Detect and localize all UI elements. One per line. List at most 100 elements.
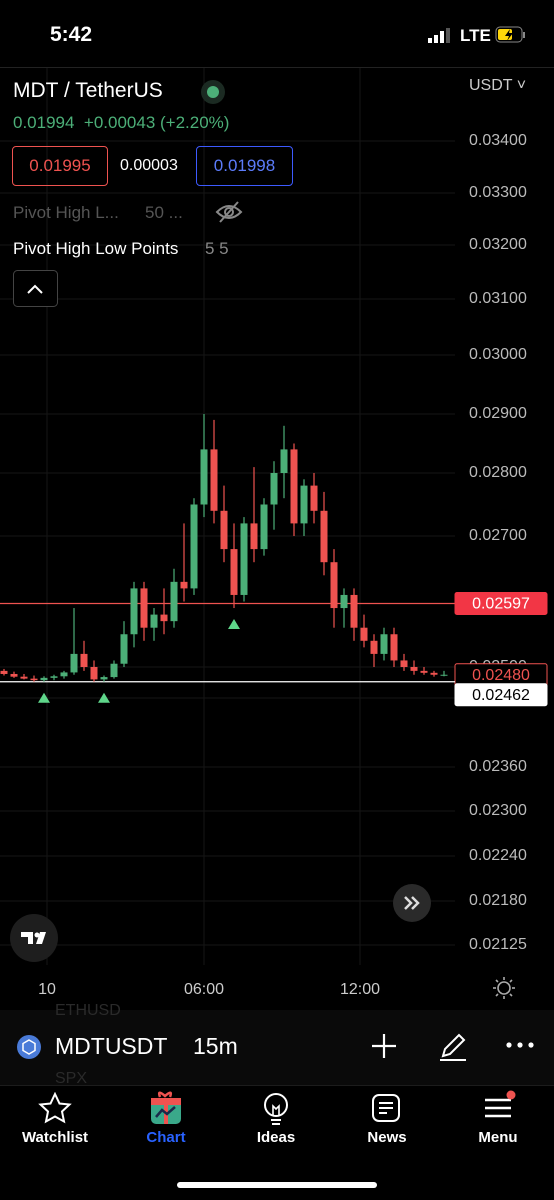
candle-body (230, 549, 238, 595)
candle-body (170, 581, 178, 622)
candle-body (400, 660, 408, 667)
candle-body (300, 485, 308, 524)
tab-label[interactable]: Chart (146, 1129, 186, 1146)
clock: 5:42 (50, 23, 93, 46)
ideas-icon[interactable] (260, 1092, 292, 1126)
candle-body (200, 449, 208, 505)
candle-body (190, 504, 198, 589)
watchlist-icon[interactable] (38, 1092, 72, 1124)
candle-body (440, 674, 448, 676)
candle-body (180, 581, 188, 589)
candle-body (0, 670, 8, 674)
candle-body (120, 634, 128, 664)
tab-label[interactable]: Menu (478, 1129, 518, 1146)
candle-body (330, 562, 338, 609)
tab-label[interactable]: Watchlist (21, 1129, 89, 1146)
candle-body (90, 667, 98, 680)
divider (0, 67, 554, 68)
battery-icon (495, 26, 525, 43)
ghost-symbol: SPX (55, 1070, 88, 1087)
y-tick-label: 0.02360 (469, 758, 527, 775)
more-button[interactable] (505, 1035, 535, 1055)
tab-label[interactable]: Ideas (256, 1129, 296, 1146)
pivot-low-marker (38, 692, 50, 703)
candle-body (150, 614, 158, 628)
x-tick-label: 06:00 (184, 981, 224, 998)
symbol[interactable]: MDTUSDT (55, 1033, 168, 1059)
add-button[interactable] (370, 1032, 398, 1060)
market-status (201, 80, 225, 104)
y-tick-label: 0.02700 (469, 527, 527, 544)
candle-body (100, 677, 108, 680)
candle-body (310, 485, 318, 511)
x-tick-label: 12:00 (340, 981, 380, 998)
candle-body (430, 672, 438, 675)
price-label: 0.02597 (472, 596, 530, 613)
candle-body (30, 678, 38, 681)
currency-label: USDT (469, 77, 513, 94)
candle-body (70, 653, 78, 673)
candle-body (140, 588, 148, 628)
candle-body (260, 504, 268, 550)
interval[interactable]: 15m (193, 1033, 238, 1059)
tab-label[interactable]: News (367, 1129, 407, 1146)
ghost-symbol: ETHUSD (55, 1002, 121, 1019)
tv-logo[interactable] (9, 913, 59, 963)
symbol-icon (17, 1035, 41, 1059)
y-tick-label: 0.02240 (469, 847, 527, 864)
candle-body (410, 667, 418, 671)
bid: 0.01995 (29, 156, 91, 175)
y-tick-label: 0.03200 (469, 236, 527, 253)
home-indicator (177, 1182, 377, 1188)
draw-button[interactable] (437, 1030, 469, 1062)
candle-body (80, 653, 88, 667)
candle-body (60, 672, 68, 677)
candle-body (280, 449, 288, 473)
menu-icon[interactable] (482, 1090, 518, 1122)
y-tick-label: 0.03400 (469, 132, 527, 149)
bid-button[interactable]: 0.01995 (12, 146, 108, 186)
y-tick-label: 0.02180 (469, 892, 527, 909)
settings-icon[interactable] (492, 976, 516, 1000)
y-tick-label: 0.03100 (469, 290, 527, 307)
candle-body (340, 594, 348, 609)
y-tick-label: 0.02800 (469, 464, 527, 481)
indicator-params: 5 5 (205, 239, 229, 258)
indicator-name[interactable]: Pivot High Low Points (13, 239, 179, 258)
candle-body (270, 473, 278, 505)
price-label-box (454, 591, 548, 615)
candle-body (360, 627, 368, 641)
candle-body (420, 670, 428, 673)
price: 0.01994 (13, 113, 75, 132)
candle-body (320, 510, 328, 563)
divider (0, 1085, 554, 1086)
ask-button[interactable]: 0.01998 (196, 146, 293, 186)
scroll-to-latest[interactable] (392, 883, 432, 923)
y-tick-label: 0.02300 (469, 802, 527, 819)
ask: 0.01998 (213, 156, 276, 175)
indicator-name[interactable]: Pivot High L... (13, 203, 119, 222)
candle-body (50, 676, 58, 678)
candle-body (370, 640, 378, 654)
currency-selector[interactable]: USDT ˅ (469, 77, 527, 94)
indicator-params: 50 ... (145, 203, 183, 222)
price-label: 0.02480 (472, 667, 530, 684)
candle-body (390, 634, 398, 661)
spread: 0.00003 (120, 157, 178, 174)
y-tick-label: 0.02900 (469, 405, 527, 422)
candle-body (110, 663, 118, 678)
network-label: LTE (460, 26, 491, 45)
symbol-bar (0, 1010, 554, 1085)
pivot-low-marker (98, 692, 110, 703)
collapse-button[interactable] (13, 270, 59, 308)
candle-body (240, 523, 248, 595)
symbol-title[interactable]: MDT / TetherUS (13, 79, 163, 102)
change: +0.00043 (+2.20%) (83, 113, 230, 132)
candle-body (10, 673, 18, 677)
news-icon[interactable] (371, 1093, 403, 1123)
x-tick-label: 10 (38, 981, 56, 998)
signal-icon (428, 28, 450, 43)
hidden-icon[interactable] (215, 200, 243, 224)
chart-icon[interactable] (148, 1088, 184, 1126)
